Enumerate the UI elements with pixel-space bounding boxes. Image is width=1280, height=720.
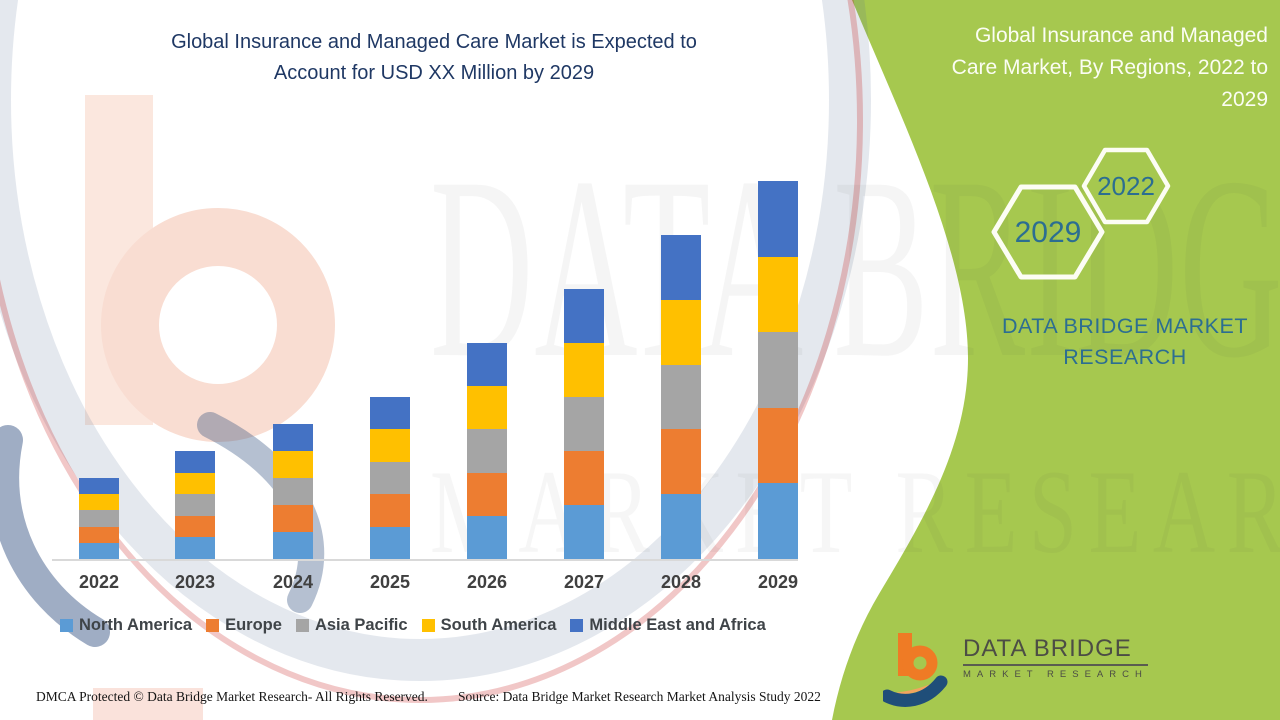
bar-segment-asia-pacific [79,510,119,527]
bar-segment-europe [564,451,604,505]
dmca-notice: DMCA Protected © Data Bridge Market Rese… [36,689,428,704]
bar-segment-north-america [467,515,507,559]
company-logo-title: DATA BRIDGE [963,636,1148,666]
legend-label-south-america: South America [440,616,557,634]
side-panel-brand: DATA BRIDGE MARKET RESEARCH [965,311,1280,373]
bar-segment-middle-east-and-africa [79,478,119,495]
x-axis-label-2029: 2029 [757,572,799,592]
bar-segment-south-america [273,451,313,478]
bar-segment-south-america [564,343,604,397]
watermark-orbit-ring [0,0,871,681]
bar-segment-north-america [564,505,604,559]
bar-segment-south-america [661,299,701,365]
bar-segment-europe [79,526,119,543]
watermark-red-arc [0,0,863,703]
legend-label-europe: Europe [225,616,282,634]
legend-swatch-asia-pacific [295,619,309,632]
company-logo-subtitle: MARKET RESEARCH [963,669,1148,680]
side-panel-brand-line1: DATA BRIDGE MARKET [1002,314,1248,338]
legend-label-north-america: North America [79,616,193,634]
source-note: Source: Data Bridge Market Research Mark… [458,689,821,704]
bar-segment-europe [758,407,798,484]
legend-item-middle-east-and-africa: Middle East and Africa [570,616,766,635]
bar-segment-middle-east-and-africa [370,397,410,430]
bar-2026 [467,343,507,559]
watermark-peach-block [93,688,203,720]
bar-segment-europe [175,515,215,538]
legend-swatch-middle-east-and-africa [570,619,584,632]
bar-segment-asia-pacific [661,364,701,430]
side-panel-brand-line2: RESEARCH [1063,345,1187,369]
bar-2029 [758,181,798,559]
side-panel-heading: Global Insurance and Managed Care Market… [880,20,1268,116]
x-axis-label-2024: 2024 [272,572,314,592]
chart-title: Global Insurance and Managed Care Market… [10,27,858,89]
bar-segment-europe [661,429,701,495]
side-heading-line3: 2029 [1221,88,1268,111]
bar-segment-middle-east-and-africa [758,181,798,257]
legend-item-south-america: South America [421,616,557,635]
bar-segment-asia-pacific [467,429,507,473]
bar-segment-middle-east-and-africa [273,424,313,451]
bar-segment-asia-pacific [273,478,313,505]
company-logo-icon [883,633,948,707]
x-axis-label-2028: 2028 [660,572,702,592]
bar-segment-middle-east-and-africa [467,343,507,387]
bar-2024 [273,424,313,559]
bar-2022 [79,478,119,559]
logo-d-swoosh [883,675,948,707]
bar-2025 [370,397,410,559]
bar-2028 [661,235,701,559]
bar-segment-south-america [467,386,507,430]
bar-segment-south-america [370,429,410,462]
bar-2027 [564,289,604,559]
x-axis-label-2025: 2025 [369,572,411,592]
bar-segment-north-america [273,532,313,559]
side-heading-line1: Global Insurance and Managed [974,24,1268,47]
bar-segment-north-america [370,526,410,559]
watermark-swoosh-navy [0,425,110,647]
bar-segment-north-america [661,494,701,559]
legend-swatch-north-america [60,619,73,632]
chart-title-line2: Account for USD XX Million by 2029 [273,62,595,84]
logo-b-bowl [902,645,938,681]
company-logo-text: DATA BRIDGE MARKET RESEARCH [963,636,1148,680]
bar-segment-europe [273,505,313,532]
legend-label-asia-pacific: Asia Pacific [314,616,408,634]
legend-item-asia-pacific: Asia Pacific [295,616,408,635]
legend-item-europe: Europe [206,616,282,635]
legend-item-north-america: North America [60,616,192,635]
chart-title-line1: Global Insurance and Managed Care Market… [171,31,697,53]
bar-segment-asia-pacific [564,397,604,451]
x-axis-labels: 2022 2023 2024 2025 2026 2027 2028 2029 [0,572,860,598]
company-logo: DATA BRIDGE MARKET RESEARCH [883,630,1148,712]
chart-legend: North America Europe Asia Pacific South Ame… [60,616,766,635]
bar-segment-south-america [79,494,119,511]
bar-segment-asia-pacific [370,461,410,495]
plot-area [52,160,798,561]
x-axis-label-2026: 2026 [466,572,508,592]
bar-segment-north-america [758,483,798,559]
bar-segment-north-america [175,537,215,559]
bar-segment-middle-east-and-africa [564,289,604,343]
legend-swatch-south-america [421,619,435,632]
x-axis-label-2023: 2023 [174,572,216,592]
x-axis-label-2022: 2022 [78,572,120,592]
bar-segment-south-america [175,472,215,495]
bar-2023 [175,451,215,559]
bar-segment-south-america [758,256,798,333]
legend-swatch-europe [206,619,220,632]
bar-segment-asia-pacific [758,332,798,408]
x-axis-label-2027: 2027 [563,572,605,592]
bar-segment-europe [370,494,410,527]
bar-segment-middle-east-and-africa [661,235,701,300]
bar-segment-middle-east-and-africa [175,451,215,473]
side-heading-line2: Care Market, By Regions, 2022 to [951,56,1268,79]
bar-segment-north-america [79,542,119,559]
bar-segment-europe [467,472,507,516]
bar-segment-asia-pacific [175,494,215,516]
watermark-logo-bowl [101,208,335,442]
legend-label-middle-east-and-africa: Middle East and Africa [589,616,766,634]
